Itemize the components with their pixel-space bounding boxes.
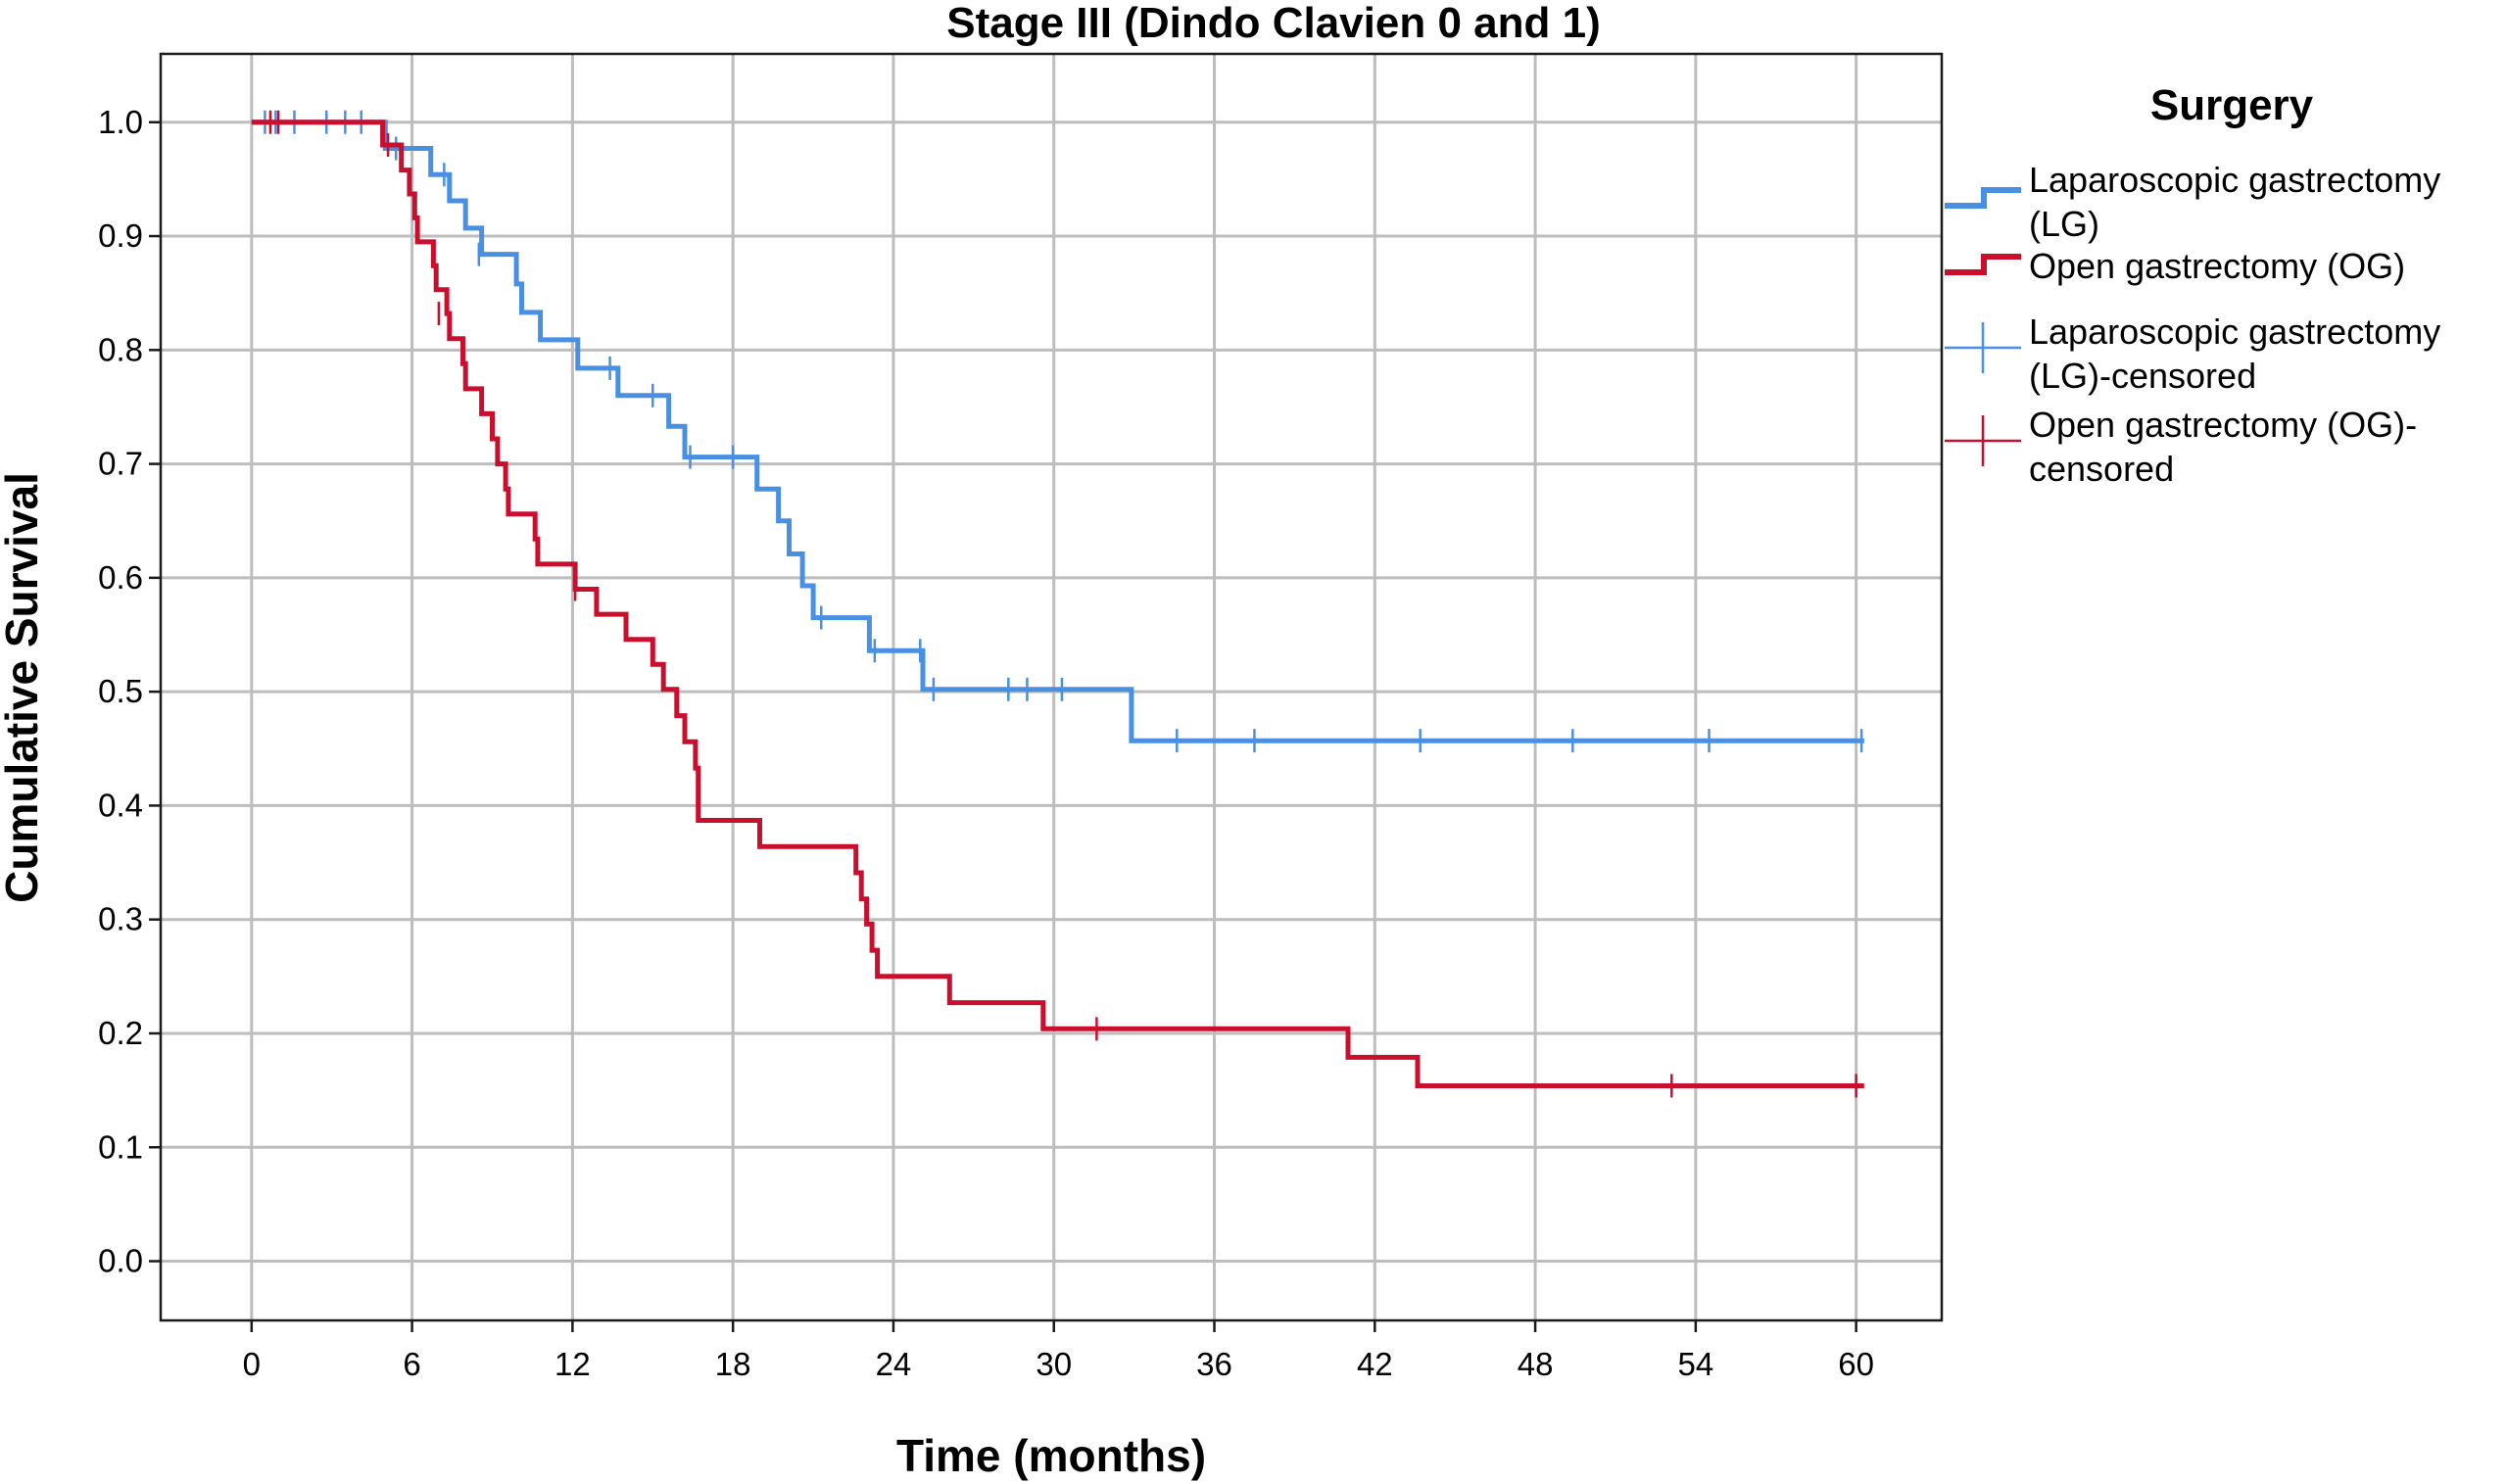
- legend-label: (LG)-censored: [2029, 356, 2256, 396]
- x-tick-label: 36: [1196, 1346, 1232, 1382]
- plot-frame: [159, 52, 1944, 1322]
- x-tick-label: 24: [876, 1346, 912, 1382]
- chart-title: Stage III (Dindo Clavien 0 and 1): [946, 0, 1600, 47]
- y-axis-ticks: 0.0 0.1 0.2 0.3 0.4 0.5 0.6 0.7 0.8 0.9 1.0: [98, 104, 161, 1279]
- legend-entries: Laparoscopic gastrectomy(LG)Open gastrec…: [1945, 160, 2440, 489]
- x-tick-label: 18: [715, 1346, 751, 1382]
- series-line-og: [251, 120, 1864, 1088]
- y-tick-label: 0.9: [98, 217, 143, 254]
- legend-label: (LG): [2029, 204, 2099, 244]
- legend-label: Open gastrectomy (OG)-: [2029, 405, 2417, 445]
- y-tick-label: 0.2: [98, 1015, 143, 1051]
- x-tick-label: 0: [243, 1346, 261, 1382]
- x-tick-label: 12: [554, 1346, 591, 1382]
- x-axis-title: Time (months): [896, 1430, 1206, 1481]
- legend-swatch-line: [1945, 187, 2021, 209]
- legend-title: Surgery: [2150, 81, 2314, 129]
- y-tick-label: 0.1: [98, 1128, 143, 1165]
- x-axis-ticks: 0 6 12 18 24 30 36 42 48 54 60: [243, 1320, 1874, 1382]
- x-tick-label: 48: [1518, 1346, 1554, 1382]
- legend-label: Laparoscopic gastrectomy: [2029, 311, 2440, 352]
- legend-label: Open gastrectomy (OG): [2029, 246, 2405, 286]
- x-tick-label: 54: [1678, 1346, 1714, 1382]
- x-tick-label: 6: [403, 1346, 420, 1382]
- y-tick-label: 0.8: [98, 331, 143, 367]
- y-axis-title: Cumulative Survival: [0, 472, 47, 903]
- series-line-lg: [251, 120, 1864, 743]
- y-tick-label: 0.7: [98, 446, 143, 482]
- series-layer: [251, 110, 1864, 1098]
- legend-label: censored: [2029, 449, 2174, 489]
- y-tick-label: 0.6: [98, 559, 143, 596]
- y-tick-label: 1.0: [98, 104, 143, 140]
- y-tick-label: 0.3: [98, 901, 143, 937]
- y-tick-label: 0.0: [98, 1243, 143, 1279]
- legend-swatch-line: [1945, 254, 2021, 275]
- x-tick-label: 60: [1838, 1346, 1874, 1382]
- y-tick-label: 0.5: [98, 673, 143, 709]
- legend-label: Laparoscopic gastrectomy: [2029, 160, 2440, 200]
- legend: Surgery Laparoscopic gastrectomy(LG)Open…: [1945, 81, 2440, 489]
- y-tick-label: 0.4: [98, 787, 143, 823]
- x-tick-label: 30: [1036, 1346, 1072, 1382]
- x-tick-label: 42: [1357, 1346, 1393, 1382]
